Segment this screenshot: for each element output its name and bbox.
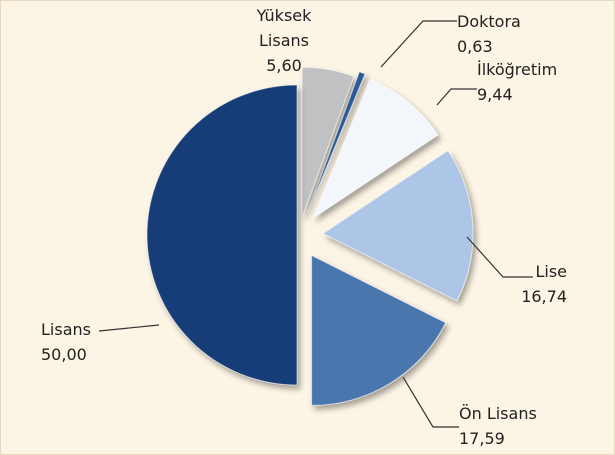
value-label: 0,63 (457, 37, 493, 56)
leader-line (466, 236, 533, 278)
value-label: 5,60 (266, 56, 302, 75)
value-label: 17,59 (459, 429, 505, 448)
value-label: 16,74 (521, 287, 567, 306)
category-label: Ön Lisans (459, 404, 537, 423)
value-label: 50,00 (41, 345, 87, 364)
pie-slice (311, 254, 447, 406)
leader-line (380, 20, 457, 68)
category-label: Lise (535, 262, 567, 281)
slice-label: Lisans 50,00 (41, 317, 101, 367)
category-label: Lisans (41, 320, 91, 339)
pie-slice (311, 78, 439, 220)
pie-slice (307, 71, 366, 213)
category-label: Yüksek Lisans (256, 6, 312, 50)
leader-line (98, 324, 160, 332)
slice-label: İlköğretim 9,44 (477, 57, 577, 107)
slice-label: Yüksek Lisans 5,60 (229, 3, 339, 78)
slice-label: Doktora 0,63 (457, 9, 547, 59)
leader-line (402, 376, 459, 428)
pie-slice (146, 84, 298, 386)
category-label: Doktora (457, 12, 521, 31)
category-label: İlköğretim (477, 60, 558, 79)
pie-slice (301, 66, 355, 218)
slice-label: Ön Lisans 17,59 (459, 401, 569, 451)
value-label: 9,44 (477, 85, 513, 104)
leader-line (436, 88, 477, 106)
slice-label: Lise 16,74 (507, 259, 567, 309)
pie-slice (321, 149, 474, 302)
